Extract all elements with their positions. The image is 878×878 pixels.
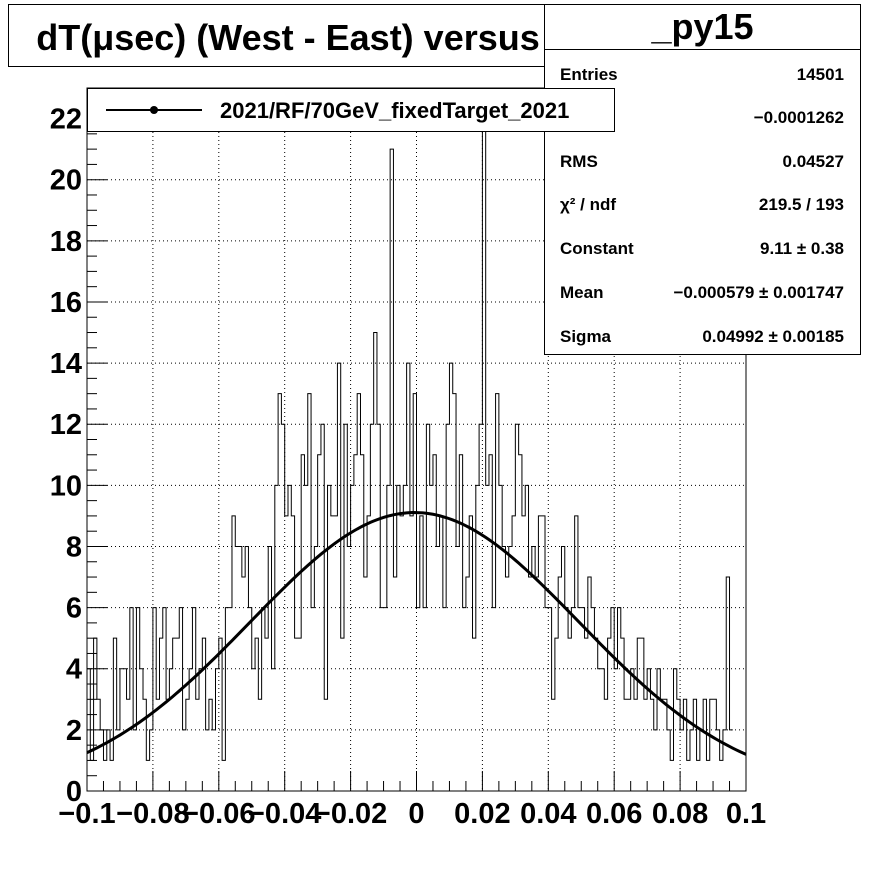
- y-tick-label: 16: [50, 287, 82, 319]
- stats-label: Sigma: [560, 327, 612, 346]
- legend-marker-icon: [150, 106, 158, 114]
- x-tick-label: −0.04: [248, 798, 321, 830]
- legend: 2021/RF/70GeV_fixedTarget_2021: [87, 88, 615, 132]
- stats-value: 219.5 / 193: [758, 195, 844, 214]
- y-tick-label: 4: [66, 654, 82, 686]
- x-tick-label: −0.02: [314, 798, 387, 830]
- x-tick-label: 0.02: [454, 798, 510, 830]
- y-tick-label: 14: [50, 348, 82, 380]
- stats-row-sigma: Sigma 0.04992 ± 0.00185: [560, 327, 844, 357]
- stats-label: RMS: [560, 152, 598, 171]
- x-tick-label: 0.06: [586, 798, 642, 830]
- x-tick-label: −0.06: [182, 798, 255, 830]
- stats-row-rms: RMS 0.04527: [560, 152, 844, 182]
- stats-row-chi2: χ² / ndf 219.5 / 193: [560, 195, 844, 225]
- x-tick-label: −0.08: [116, 798, 189, 830]
- stats-label: χ² / ndf: [560, 195, 617, 214]
- title-box: dT(μsec) (West - East) versus Z: [8, 4, 600, 67]
- y-tick-label: 2: [66, 715, 82, 747]
- stats-histogram-name: _py15: [545, 5, 860, 50]
- y-tick-label: 22: [50, 104, 82, 136]
- stats-row-fit-mean: Mean −0.000579 ± 0.001747: [560, 283, 844, 313]
- gaussian-fit-curve: [86, 511, 747, 756]
- stats-value: 14501: [796, 65, 844, 84]
- histogram-series: [87, 118, 733, 761]
- stats-value: 0.04527: [782, 152, 844, 171]
- y-tick-label: 18: [50, 226, 82, 258]
- x-tick-label: 0.08: [652, 798, 708, 830]
- stats-value: −0.0001262: [753, 108, 844, 127]
- stats-row-mean: −0.0001262: [560, 108, 844, 138]
- x-tick-labels: −0.1 −0.08−0.06−0.04−0.02 0 0.02 0.04 0.06 0.0…: [58, 798, 766, 830]
- x-tick-label: −0.1: [58, 798, 115, 830]
- stats-row-constant: Constant 9.11 ± 0.38: [560, 239, 844, 269]
- y-tick-label: 12: [50, 409, 82, 441]
- legend-label: 2021/RF/70GeV_fixedTarget_2021: [220, 98, 570, 123]
- y-tick-label: 20: [50, 165, 82, 197]
- y-tick-label: 10: [50, 470, 82, 502]
- stats-box: _py15 Entries 14501 −0.0001262 RMS 0.045…: [544, 4, 861, 355]
- y-tick-label: 8: [66, 531, 82, 563]
- stats-row-entries: Entries 14501: [560, 65, 844, 95]
- y-tick-labels: 0 2 4 6 8 10 12 14 16 18 20 22: [50, 104, 82, 808]
- y-tick-label: 0: [66, 776, 82, 808]
- x-tick-label: 0.1: [726, 798, 766, 830]
- stats-value: −0.000579 ± 0.001747: [673, 283, 844, 302]
- stats-label: Entries: [560, 65, 618, 84]
- stats-value: 0.04992 ± 0.00185: [702, 327, 844, 346]
- stats-label: Constant: [560, 239, 634, 258]
- stats-value: 9.11 ± 0.38: [759, 239, 844, 258]
- x-tick-label: 0.04: [520, 798, 576, 830]
- x-tick-label: 0: [408, 798, 424, 830]
- axis-ticks: [86, 87, 747, 792]
- y-tick-label: 6: [66, 593, 82, 625]
- stats-label: Mean: [560, 283, 604, 302]
- chart-title: dT(μsec) (West - East) versus Z: [36, 17, 572, 58]
